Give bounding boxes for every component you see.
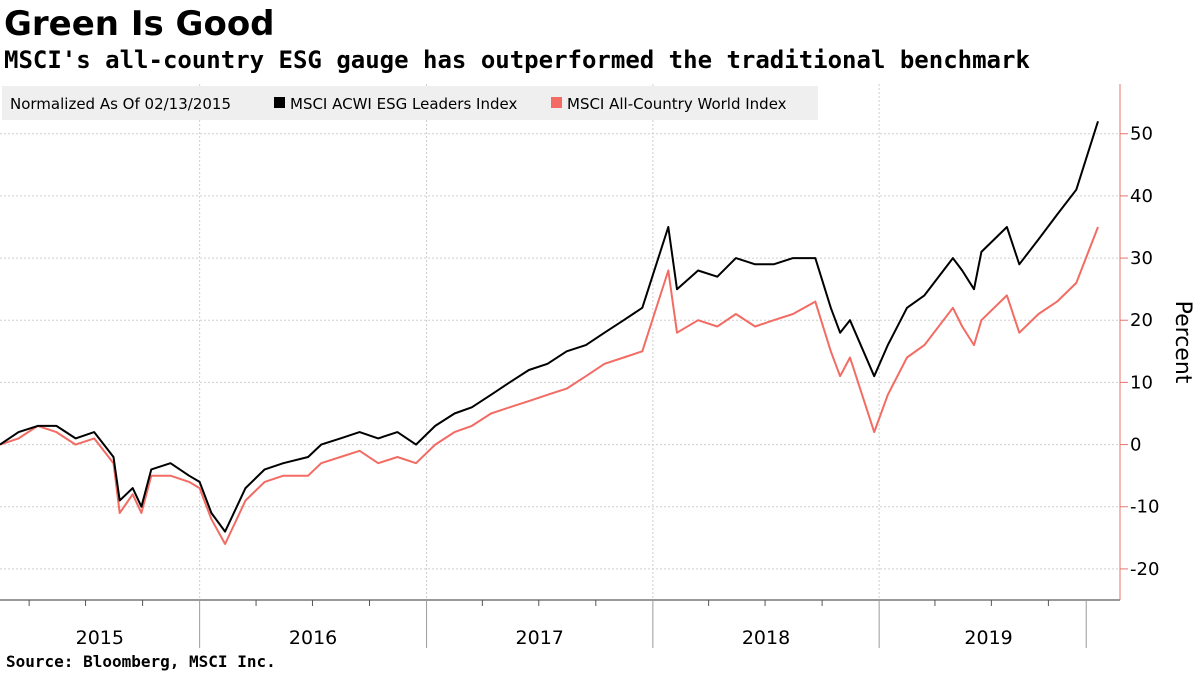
x-axis: 2015 2016 2017 2018 2019: [0, 599, 1120, 649]
grid: [0, 84, 1120, 600]
legend-label-esg: MSCI ACWI ESG Leaders Index: [290, 95, 517, 113]
legend-background: [2, 86, 818, 120]
chart-title: Green Is Good: [4, 4, 275, 44]
y-tick-label: 50: [1130, 124, 1153, 145]
x-tick-label: 2015: [76, 627, 124, 649]
y-tick-label: -20: [1130, 559, 1159, 580]
y-tick-label: 10: [1130, 372, 1153, 393]
y-tick-label: 20: [1130, 310, 1153, 331]
source-note: Source: Bloomberg, MSCI Inc.: [6, 652, 276, 671]
legend-swatch-acwi: [551, 97, 562, 108]
x-tick-label: 2017: [516, 627, 564, 649]
series-line-esg-leaders: [0, 120, 1099, 533]
y-tick-label: 30: [1130, 248, 1153, 269]
x-tick-label: 2016: [289, 627, 337, 649]
x-tick-label: 2019: [964, 627, 1012, 649]
y-axis: -20 -10 0 10 20 30 40 50: [1119, 84, 1159, 600]
y-tick-label: 40: [1130, 186, 1153, 207]
y-tick-label: 0: [1130, 435, 1141, 456]
chart-subtitle: MSCI's all-country ESG gauge has outperf…: [4, 46, 1030, 74]
legend-label-acwi: MSCI All-Country World Index: [567, 95, 787, 113]
x-tick-label: 2018: [742, 627, 790, 649]
y-tick-label: -10: [1130, 497, 1159, 518]
y-axis-title: Percent: [1170, 301, 1195, 384]
legend-swatch-esg: [274, 97, 285, 108]
legend: Normalized As Of 02/13/2015 MSCI ACWI ES…: [2, 86, 818, 120]
series-lines: [0, 120, 1099, 545]
series-line-acwi: [0, 226, 1099, 545]
legend-prefix: Normalized As Of 02/13/2015: [10, 95, 231, 113]
